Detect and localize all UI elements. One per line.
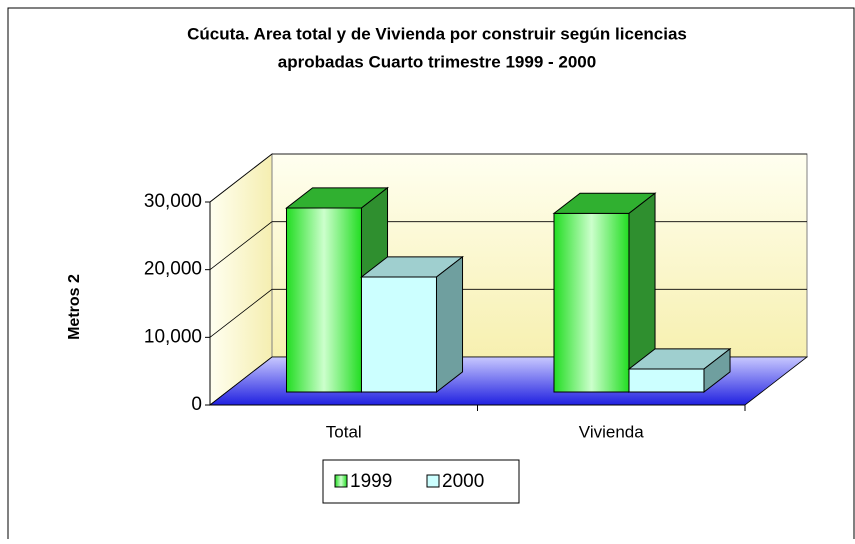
bar — [360, 255, 464, 394]
bar-side — [703, 347, 731, 394]
legend-swatch — [334, 474, 348, 488]
chart-title: Cúcuta. Area total y de Vivienda por con… — [187, 24, 687, 43]
legend-label: 2000 — [442, 471, 484, 492]
y-tick-label: 20,000 — [144, 259, 202, 280]
bar-side — [435, 255, 464, 394]
chart-subtitle: aprobadas Cuarto trimestre 1999 - 2000 — [278, 52, 596, 71]
bar-front — [285, 207, 362, 393]
frame — [7, 7, 855, 544]
grid-line — [209, 153, 807, 203]
x-tick-label: Total — [326, 422, 362, 441]
y-axis-label: Metros 2 — [66, 274, 83, 340]
bar-front — [628, 368, 705, 393]
legend: 1999 2000 — [322, 459, 520, 504]
legend-swatch — [426, 474, 440, 488]
legend-label: 1999 — [350, 471, 392, 492]
legend-box — [322, 459, 520, 504]
bar-front — [553, 212, 630, 393]
bar — [552, 192, 657, 394]
bar — [627, 347, 732, 394]
y-tick-label: 10,000 — [144, 326, 202, 347]
y-tick-label: 30,000 — [144, 191, 202, 212]
x-tick-label: Vivienda — [579, 422, 644, 441]
bar-front — [360, 276, 437, 393]
y-tick-label: 0 — [191, 394, 202, 415]
